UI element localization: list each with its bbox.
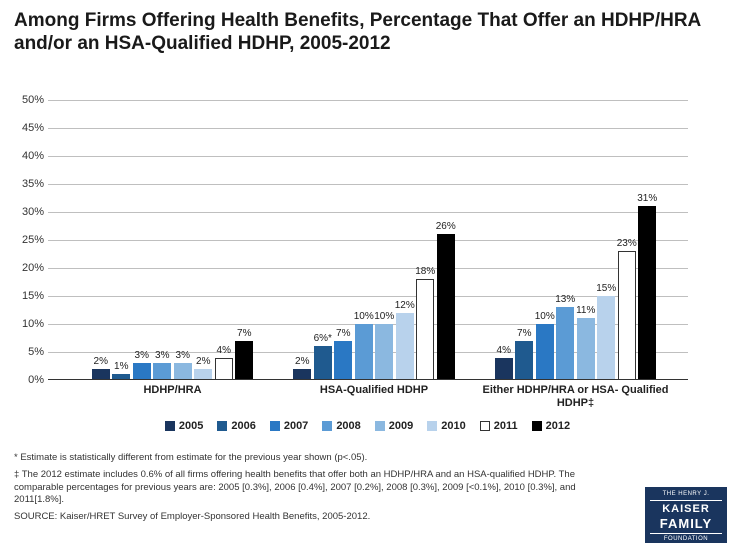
legend-swatch <box>165 421 175 431</box>
legend-swatch <box>270 421 280 431</box>
y-tick-label: 15% <box>22 290 44 302</box>
footnote-dagger: ‡ The 2012 estimate includes 0.6% of all… <box>14 469 624 507</box>
bar <box>235 341 253 380</box>
bar <box>416 279 434 380</box>
bar <box>215 358 233 380</box>
y-tick-label: 20% <box>22 262 44 274</box>
bar <box>153 363 171 380</box>
grid-line <box>48 212 688 213</box>
legend-item: 2006 <box>217 420 255 432</box>
bar <box>638 206 656 380</box>
y-tick-label: 5% <box>28 346 44 358</box>
bar-value-label: 26% <box>426 221 466 232</box>
y-axis: 0%5%10%15%20%25%30%35%40%45%50% <box>8 100 48 380</box>
grid-line <box>48 268 688 269</box>
chart-title: Among Firms Offering Health Benefits, Pe… <box>0 0 735 60</box>
grid-line <box>48 100 688 101</box>
logo-line3: FAMILY <box>648 517 724 531</box>
legend-label: 2008 <box>336 420 360 432</box>
legend-swatch <box>532 421 542 431</box>
legend-item: 2005 <box>165 420 203 432</box>
legend-label: 2009 <box>389 420 413 432</box>
bar <box>577 318 595 380</box>
kaiser-logo: THE HENRY J. KAISER FAMILY FOUNDATION <box>645 487 727 543</box>
bar <box>437 234 455 380</box>
legend-label: 2010 <box>441 420 465 432</box>
category-label: HDHP/HRA <box>73 384 273 397</box>
bar <box>536 324 554 380</box>
bar <box>396 313 414 380</box>
bar <box>314 346 332 380</box>
grid-line <box>48 240 688 241</box>
logo-line4: FOUNDATION <box>648 536 724 543</box>
legend-label: 2005 <box>179 420 203 432</box>
bar <box>495 358 513 380</box>
bar <box>618 251 636 380</box>
legend-item: 2008 <box>322 420 360 432</box>
y-tick-label: 40% <box>22 150 44 162</box>
legend: 2005 2006 2007 2008 2009 2010 2011 2012 <box>0 420 735 432</box>
y-tick-label: 50% <box>22 94 44 106</box>
bar <box>375 324 393 380</box>
y-tick-label: 45% <box>22 122 44 134</box>
grid-line <box>48 184 688 185</box>
legend-label: 2012 <box>546 420 570 432</box>
plot-area: 2%1%3%3%3%2%4%7%2%6%*7%10%10%12%18%26%4%… <box>48 100 688 380</box>
y-tick-label: 25% <box>22 234 44 246</box>
legend-item: 2010 <box>427 420 465 432</box>
legend-item: 2007 <box>270 420 308 432</box>
bar <box>334 341 352 380</box>
legend-swatch <box>217 421 227 431</box>
bar-value-label: 7% <box>224 328 264 339</box>
y-tick-label: 35% <box>22 178 44 190</box>
category-label: HSA-Qualified HDHP <box>274 384 474 397</box>
footnote-star: * Estimate is statistically different fr… <box>14 452 624 465</box>
footnotes: * Estimate is statistically different fr… <box>14 452 624 528</box>
x-axis-line <box>48 379 688 380</box>
legend-swatch <box>427 421 437 431</box>
legend-label: 2006 <box>231 420 255 432</box>
y-tick-label: 30% <box>22 206 44 218</box>
legend-item: 2011 <box>480 420 518 432</box>
legend-swatch <box>322 421 332 431</box>
grid-line <box>48 128 688 129</box>
bar <box>133 363 151 380</box>
footnote-source: SOURCE: Kaiser/HRET Survey of Employer-S… <box>14 511 624 524</box>
legend-label: 2011 <box>494 420 518 432</box>
bar <box>515 341 533 380</box>
logo-line1: THE HENRY J. <box>648 491 724 498</box>
legend-item: 2012 <box>532 420 570 432</box>
legend-label: 2007 <box>284 420 308 432</box>
y-tick-label: 10% <box>22 318 44 330</box>
legend-swatch <box>375 421 385 431</box>
legend-swatch <box>480 421 490 431</box>
y-tick-label: 0% <box>28 374 44 386</box>
bar <box>597 296 615 380</box>
bar-value-label: 31% <box>627 193 667 204</box>
category-label: Either HDHP/HRA or HSA- Qualified HDHP‡ <box>476 384 676 410</box>
bar <box>556 307 574 380</box>
bar <box>355 324 373 380</box>
chart-area: 0%5%10%15%20%25%30%35%40%45%50% 2%1%3%3%… <box>48 100 688 380</box>
legend-item: 2009 <box>375 420 413 432</box>
grid-line <box>48 156 688 157</box>
logo-line2: KAISER <box>648 503 724 515</box>
bar-value-label: 13% <box>545 294 585 305</box>
grid-line <box>48 296 688 297</box>
